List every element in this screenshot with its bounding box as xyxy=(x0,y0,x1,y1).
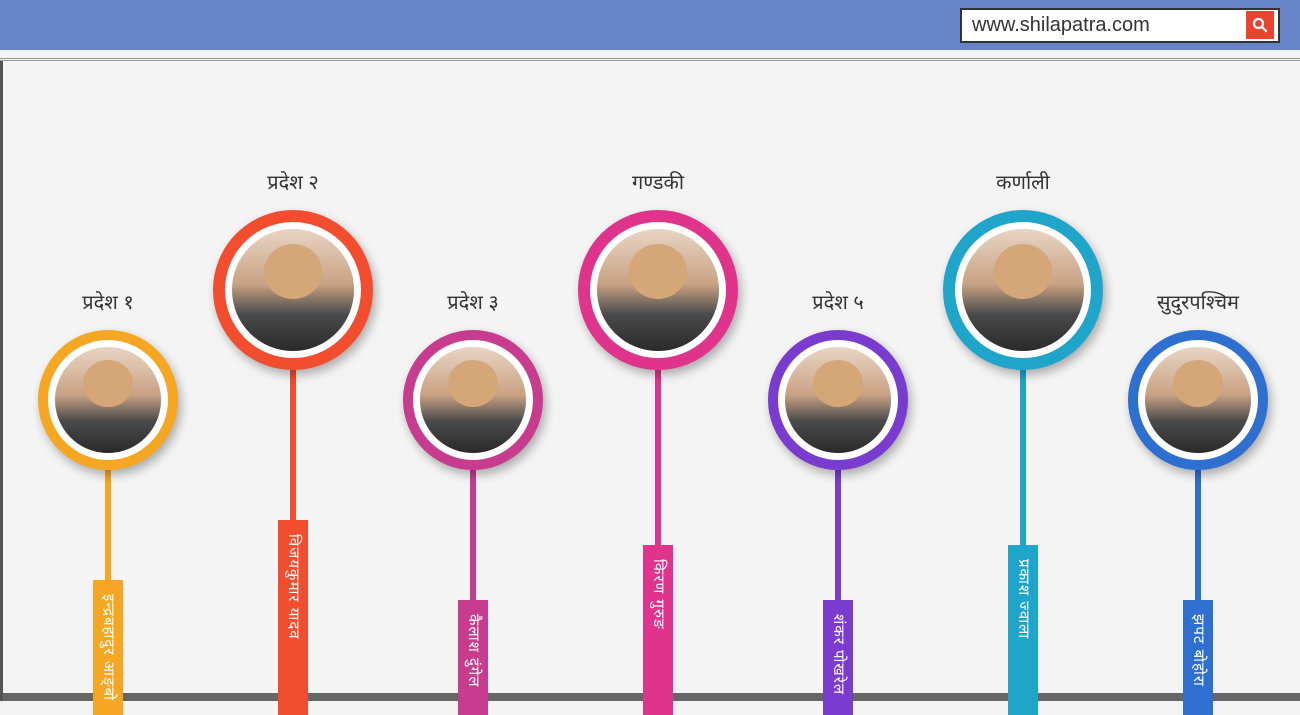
url-box[interactable]: www.shilapatra.com xyxy=(960,8,1280,43)
province-label: प्रदेश ३ xyxy=(447,288,499,315)
portrait-ring xyxy=(1128,330,1268,470)
portrait-ring xyxy=(403,330,543,470)
person-name-label: इन्द्रबहादुर आङ्बो xyxy=(93,580,123,715)
portrait-placeholder xyxy=(55,347,161,453)
person-name-label: किरण गुरुङ xyxy=(643,545,673,715)
connector-stem xyxy=(1195,470,1201,600)
portrait-placeholder xyxy=(1145,347,1251,453)
portrait-ring xyxy=(943,210,1103,370)
person-name-label: प्रकाश ज्वाला xyxy=(1008,545,1038,715)
province-item: प्रदेश २ विजयकुमार यादव xyxy=(213,168,373,715)
person-name-label: विजयकुमार यादव xyxy=(278,520,308,715)
province-item: सुदुरपश्चिम झपट बोहोरा xyxy=(1128,288,1268,715)
connector-stem xyxy=(655,370,661,545)
infographic-canvas: प्रदेश १इन्द्रबहादुर आङ्बोप्रदेश २विजयकु… xyxy=(0,61,1300,701)
portrait-ring xyxy=(38,330,178,470)
connector-stem xyxy=(835,470,841,600)
portrait-ring xyxy=(578,210,738,370)
person-name-label: कैलाश दुंगेल xyxy=(458,600,488,715)
province-item: प्रदेश ३ कैलाश दुंगेल xyxy=(403,288,543,715)
portrait-placeholder xyxy=(420,347,526,453)
top-bar: www.shilapatra.com xyxy=(0,0,1300,50)
portrait-ring xyxy=(213,210,373,370)
portrait-ring xyxy=(768,330,908,470)
portrait-placeholder xyxy=(232,229,354,351)
portrait-inner xyxy=(781,343,895,457)
province-item: गण्डकी किरण गुरुङ xyxy=(578,168,738,715)
connector-stem xyxy=(470,470,476,600)
connector-stem xyxy=(105,470,111,580)
portrait-inner xyxy=(416,343,530,457)
portrait-inner xyxy=(593,225,723,355)
portrait-inner xyxy=(51,343,165,457)
portrait-inner xyxy=(228,225,358,355)
province-item: प्रदेश ५ शंकर पोखरेल xyxy=(768,288,908,715)
url-text: www.shilapatra.com xyxy=(972,14,1246,37)
portrait-placeholder xyxy=(962,229,1084,351)
province-label: कर्णाली xyxy=(996,168,1050,195)
connector-stem xyxy=(290,370,296,520)
province-label: गण्डकी xyxy=(632,168,684,195)
province-item: प्रदेश १ इन्द्रबहादुर आङ्बो xyxy=(38,288,178,715)
province-label: प्रदेश २ xyxy=(267,168,319,195)
province-label: सुदुरपश्चिम xyxy=(1157,288,1239,315)
province-item: कर्णाली प्रकाश ज्वाला xyxy=(943,168,1103,715)
portrait-inner xyxy=(1141,343,1255,457)
person-name-label: शंकर पोखरेल xyxy=(823,600,853,715)
connector-stem xyxy=(1020,370,1026,545)
search-icon[interactable] xyxy=(1246,11,1274,39)
portrait-inner xyxy=(958,225,1088,355)
province-label: प्रदेश ५ xyxy=(812,288,864,315)
portrait-placeholder xyxy=(785,347,891,453)
person-name-label: झपट बोहोरा xyxy=(1183,600,1213,715)
portrait-placeholder xyxy=(597,229,719,351)
province-label: प्रदेश १ xyxy=(82,288,134,315)
